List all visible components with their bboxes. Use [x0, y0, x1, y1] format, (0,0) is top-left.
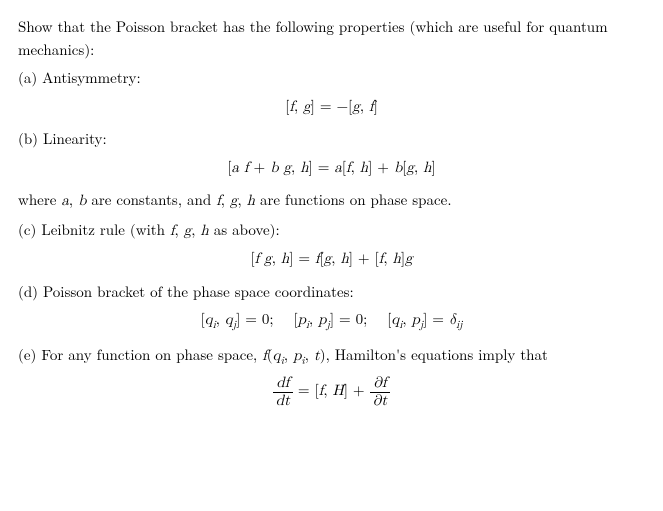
- part-c-label: (c): [18, 219, 36, 240]
- part-a-equation: [f, g] = −[g, f]: [18, 96, 645, 119]
- part-c-title: Leibnitz rule (with f, g, h as above):: [41, 219, 279, 240]
- part-d-title: Poisson bracket of the phase space coord…: [43, 281, 354, 302]
- intro-text: Show that the Poisson bracket has the fo…: [18, 16, 645, 61]
- part-d: (d) Poisson bracket of the phase space c…: [18, 281, 645, 335]
- part-c-equation: [f g, h] = f[g, h] + [f, h]g: [18, 248, 645, 271]
- part-a-title: Antisymmetry:: [42, 67, 140, 88]
- part-d-label: (d): [18, 281, 38, 302]
- part-e-heading: (e) For any function on phase space, f(q…: [18, 344, 645, 369]
- part-c: (c) Leibnitz rule (with f, g, h as above…: [18, 219, 645, 271]
- part-e-equation: dfdt = [f, H] + ∂f∂t: [18, 375, 645, 409]
- part-b-equation: [a f + b g, h] = a[f, h] + b[g, h]: [18, 157, 645, 180]
- part-e: (e) For any function on phase space, f(q…: [18, 344, 645, 409]
- part-b-note: where a, b are constants, and f, g, h ar…: [18, 189, 645, 213]
- part-a-label: (a): [18, 67, 37, 88]
- part-d-equation: [qi, qj] = 0; [pi, pj] = 0; [qi, pj] = δ…: [18, 309, 645, 334]
- part-b: (b) Linearity: [a f + b g, h] = a[f, h] …: [18, 128, 645, 213]
- part-b-title: Linearity:: [43, 128, 107, 149]
- part-e-label: (e): [18, 344, 36, 365]
- part-a: (a) Antisymmetry: [f, g] = −[g, f]: [18, 67, 645, 118]
- part-e-title: For any function on phase space, f(qi, p…: [41, 344, 548, 365]
- part-a-heading: (a) Antisymmetry:: [18, 67, 645, 90]
- part-d-heading: (d) Poisson bracket of the phase space c…: [18, 281, 645, 304]
- part-b-heading: (b) Linearity:: [18, 128, 645, 151]
- part-b-label: (b): [18, 128, 38, 149]
- part-c-heading: (c) Leibnitz rule (with f, g, h as above…: [18, 219, 645, 243]
